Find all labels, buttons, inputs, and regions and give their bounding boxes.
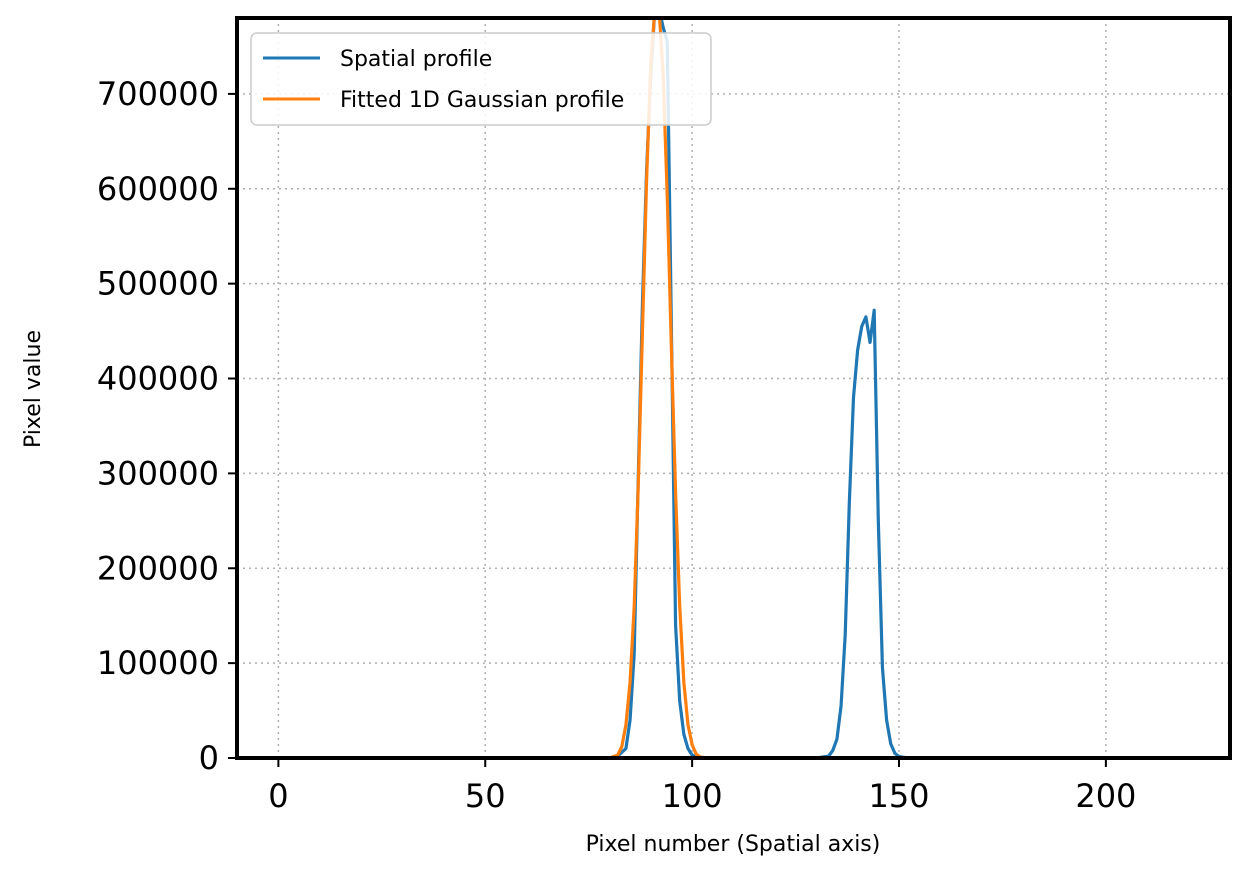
legend-label-fitted-gaussian: Fitted 1D Gaussian profile: [340, 88, 624, 113]
legend: Spatial profile Fitted 1D Gaussian profi…: [250, 32, 712, 126]
legend-label-spatial-profile: Spatial profile: [340, 47, 492, 72]
series-layer: [278, 18, 1210, 758]
y-tick-label: 500000: [97, 265, 219, 303]
x-tick-label: 50: [465, 777, 506, 815]
plot-frame: [235, 16, 1232, 760]
y-tick-label: 700000: [97, 75, 219, 113]
x-tick-label: 200: [1075, 777, 1136, 815]
y-tick-label: 600000: [97, 170, 219, 208]
y-tick-label: 300000: [97, 454, 219, 492]
y-tick-label: 100000: [97, 644, 219, 682]
y-axis-label: Pixel value: [21, 330, 46, 448]
y-tick-label: 0: [199, 739, 219, 777]
x-axis-label: Pixel number (Spatial axis): [586, 832, 881, 857]
y-tick-label: 400000: [97, 360, 219, 398]
series-line-fitted-gaussian: [278, 18, 1210, 758]
legend-box: [250, 32, 712, 126]
y-tick-label: 200000: [97, 549, 219, 587]
ticks: 0 50 100 150 200 0 100000 200000 300000 400000 500…: [97, 75, 1137, 815]
x-tick-label: 0: [268, 777, 288, 815]
x-tick-label: 100: [662, 777, 723, 815]
x-tick-label: 150: [868, 777, 929, 815]
